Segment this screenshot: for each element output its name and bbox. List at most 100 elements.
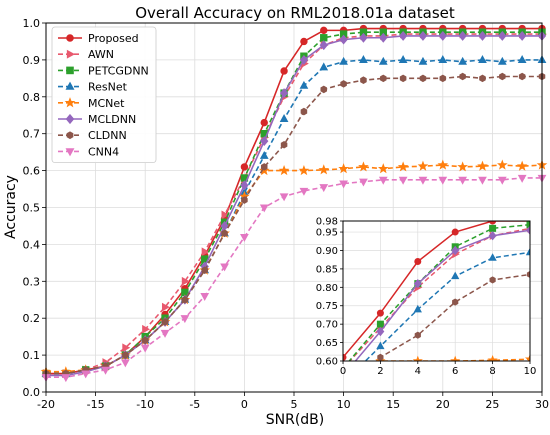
legend-swatch-marker	[65, 81, 75, 90]
inset-y-tick-label: 0.70	[316, 320, 338, 331]
y-tick-label: 0.3	[23, 275, 41, 288]
x-axis-label: SNR(dB)	[266, 412, 325, 428]
data-point	[339, 56, 348, 65]
inset-y-tick-label: 0.80	[316, 283, 338, 294]
legend-swatch-marker	[66, 49, 75, 59]
inset-data-point	[376, 326, 385, 337]
inset-data-point	[489, 276, 496, 284]
inset-y-tick-label: 0.85	[316, 264, 338, 275]
data-point	[279, 88, 289, 99]
x-tick-label: 25	[485, 398, 499, 411]
data-point	[517, 55, 527, 63]
inset-x-tick-label: 8	[489, 366, 495, 377]
inset-series-line	[348, 223, 530, 361]
data-point	[260, 163, 268, 171]
inset-y-tick-label: 0.75	[316, 301, 338, 312]
data-point	[240, 163, 249, 171]
data-point	[377, 163, 389, 174]
data-point	[517, 30, 527, 41]
data-point	[478, 55, 487, 63]
x-tick-label: -15	[87, 398, 105, 411]
data-point	[458, 176, 468, 185]
inset-data-point	[450, 355, 461, 361]
y-axis-label: Accuracy	[3, 175, 19, 239]
inset-y-tick-label: 0.65	[316, 338, 338, 349]
inset-data-point	[489, 221, 497, 225]
series-line	[46, 164, 543, 373]
inset-data-point	[377, 395, 384, 401]
data-point	[319, 62, 329, 71]
data-point	[398, 55, 408, 63]
inset-data-point	[452, 298, 459, 306]
y-tick-label: 0.8	[23, 91, 41, 104]
legend-item: CLDNN	[58, 129, 127, 142]
inset-data-point	[489, 224, 497, 232]
legend-label: CNN4	[88, 145, 119, 158]
inset-data-point	[412, 355, 423, 361]
data-point	[518, 72, 526, 81]
inset-data-point	[487, 354, 498, 361]
legend-item: MCLDNN	[58, 113, 136, 126]
data-point	[259, 150, 269, 159]
main-ticks: -20 -15 -10 -5 0 5 10 15 20 25 300.00.10.20.30.40.…	[23, 17, 550, 411]
data-point	[417, 160, 429, 171]
data-point	[477, 160, 488, 171]
data-point	[339, 34, 348, 45]
legend-item: PETCGDNN	[58, 64, 149, 77]
x-tick-label: 20	[436, 398, 450, 411]
data-point	[81, 370, 91, 379]
data-point	[497, 176, 507, 185]
inset-data-point	[414, 258, 422, 266]
data-point	[499, 72, 506, 81]
series-line	[46, 177, 542, 379]
legend-item: AWN	[58, 48, 114, 61]
legend-label: MCLDNN	[88, 113, 136, 126]
data-point	[359, 32, 368, 43]
inset-series	[340, 221, 530, 431]
data-point	[318, 164, 330, 175]
data-point	[220, 263, 229, 272]
x-tick-label: 30	[535, 398, 549, 411]
data-point	[161, 302, 170, 312]
x-tick-label: -10	[136, 398, 154, 411]
inset-data-point	[526, 225, 530, 235]
inset-series-line	[364, 251, 530, 361]
legend-label: PETCGDNN	[88, 64, 149, 77]
data-point	[517, 174, 527, 183]
legend-item: CNN4	[58, 145, 119, 158]
data-point	[142, 324, 151, 334]
legend-swatch-marker	[66, 34, 74, 42]
data-point	[221, 229, 228, 238]
inset-data-point	[488, 253, 497, 261]
data-point	[101, 366, 110, 375]
data-point	[122, 343, 131, 353]
data-point	[122, 351, 129, 359]
data-point	[458, 56, 468, 65]
data-point	[181, 276, 190, 286]
data-point	[418, 30, 428, 41]
inset-data-point	[343, 353, 347, 361]
inset-series-line	[354, 229, 530, 361]
inset-data-point	[414, 331, 421, 339]
series-line	[46, 75, 542, 375]
legend-swatch-marker	[66, 131, 74, 140]
data-point	[181, 295, 189, 304]
inset-data-point	[340, 425, 347, 431]
data-point	[259, 204, 269, 213]
data-point	[260, 136, 269, 147]
inset-y-tick-label: 0.90	[316, 246, 338, 257]
data-point	[180, 315, 190, 324]
inset-data-point	[525, 247, 530, 256]
inset-data-point	[526, 221, 530, 229]
x-tick-label: -20	[37, 398, 55, 411]
y-tick-label: 0.2	[23, 312, 41, 325]
legend-label: Proposed	[88, 32, 139, 45]
y-tick-label: 1.0	[23, 17, 41, 30]
legend-swatch-marker	[65, 113, 75, 125]
data-point	[140, 344, 150, 353]
data-point	[340, 80, 347, 88]
data-point	[479, 74, 486, 83]
inset-data-point	[376, 309, 384, 317]
data-point	[319, 184, 329, 193]
